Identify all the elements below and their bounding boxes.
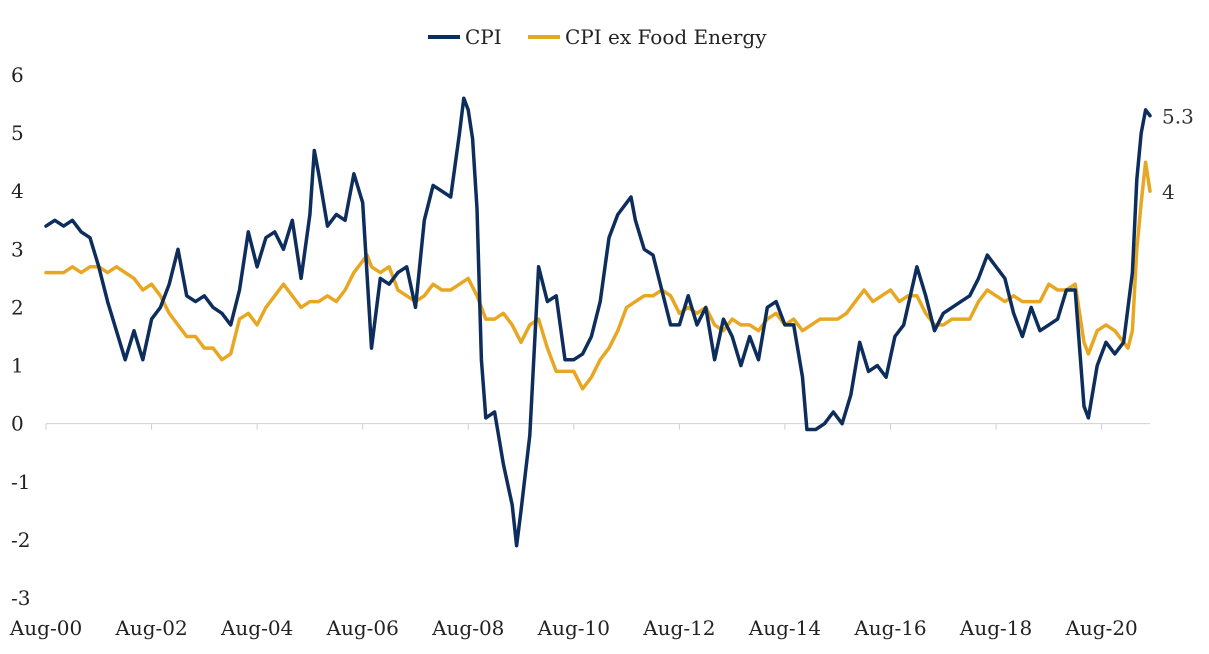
- plot-area: [44, 96, 1152, 548]
- legend: CPI CPI ex Food Energy: [428, 25, 767, 49]
- legend-label-cpi: CPI: [465, 25, 502, 49]
- x-tick-label: Aug-02: [114, 616, 187, 640]
- series-line-cpi: [44, 96, 1152, 548]
- x-tick-label: Aug-08: [431, 616, 504, 640]
- x-axis: Aug-00 Aug-02 Aug-04 Aug-06 Aug-08 Aug-10 Aug-…: [9, 423, 1150, 640]
- y-tick-label: 3: [11, 237, 24, 261]
- x-tick-label: Aug-12: [642, 616, 715, 640]
- series-line-cpi-ex-food-energy: [44, 160, 1152, 391]
- x-tick-label: Aug-06: [326, 616, 399, 640]
- y-axis: 6 5 4 3 2 1 0 -1 -2 -3: [11, 63, 30, 610]
- y-tick-label: -1: [11, 470, 30, 494]
- end-labels: 5.34: [1162, 105, 1194, 205]
- x-tick-label: Aug-14: [748, 616, 821, 640]
- y-tick-label: -2: [11, 528, 30, 552]
- y-tick-label: 0: [11, 412, 24, 436]
- x-tick-label: Aug-18: [959, 616, 1032, 640]
- x-tick-label: Aug-10: [537, 616, 610, 640]
- y-tick-label: 1: [11, 354, 24, 378]
- x-tick-label: Aug-04: [220, 616, 293, 640]
- x-tick-label: Aug-00: [9, 616, 82, 640]
- end-value-label: 5.3: [1162, 105, 1194, 129]
- x-tick-label: Aug-16: [853, 616, 926, 640]
- y-tick-label: -3: [11, 586, 30, 610]
- end-value-label: 4: [1162, 180, 1175, 204]
- x-tick-label: Aug-20: [1064, 616, 1137, 640]
- legend-label-cpi-ex-food-energy: CPI ex Food Energy: [565, 25, 767, 49]
- y-tick-label: 6: [11, 63, 24, 87]
- y-tick-label: 5: [11, 121, 24, 145]
- y-tick-label: 2: [11, 295, 24, 319]
- y-tick-label: 4: [11, 179, 24, 203]
